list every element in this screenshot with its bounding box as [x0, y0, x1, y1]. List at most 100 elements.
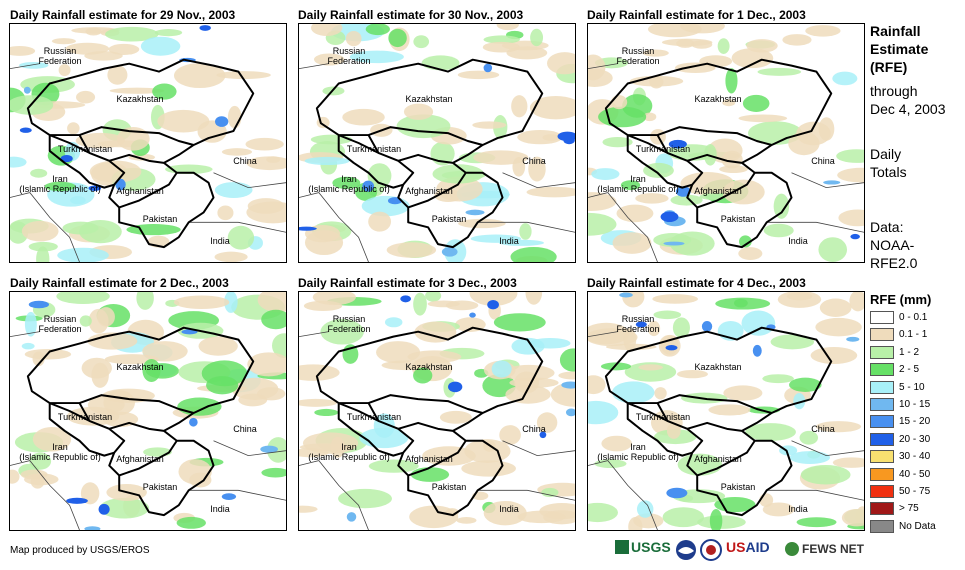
legend-label: 40 - 50: [899, 468, 931, 480]
heavy-rainfall-patch: [483, 63, 493, 73]
legend-label: 0.1 - 1: [899, 329, 928, 341]
rainfall-patch: [841, 508, 864, 527]
rainfall-patch: [810, 346, 858, 364]
rainfall-patch: [796, 121, 831, 146]
rainfall-patch: [511, 95, 528, 118]
rainfall-patch: [91, 362, 109, 388]
legend-item: 40 - 50: [870, 467, 965, 484]
rainfall-patch: [246, 201, 286, 224]
country-label-iran: Iran (Islamic Republic of): [597, 442, 679, 462]
panel-title-1: Daily Rainfall estimate for 29 Nov., 200…: [10, 8, 236, 22]
rainfall-patch: [746, 39, 778, 53]
rainfall-patch: [722, 99, 736, 107]
country-label-afghanistan: Afghanistan: [116, 186, 164, 196]
rainfall-patch: [528, 156, 546, 182]
rainfall-map-2: Russian Federation Kazakhstan Turkmenistan…: [298, 23, 576, 263]
rainfall-patch: [247, 352, 286, 377]
heavy-rainfall-patch: [299, 226, 317, 231]
rainfall-patch: [99, 497, 150, 519]
rainfall-patch: [44, 181, 76, 192]
legend-item: > 75: [870, 502, 965, 518]
rainfall-patch: [763, 223, 794, 238]
rainfall-patch: [796, 517, 837, 528]
rainfall-patch: [517, 130, 563, 145]
legend-label: 10 - 15: [899, 399, 931, 410]
rainfall-patch: [624, 362, 677, 382]
rainfall-patch: [469, 292, 518, 306]
rainfall-patch: [815, 421, 862, 433]
legend-label: 1 - 2: [899, 346, 920, 358]
heavy-rainfall-patch: [663, 241, 685, 246]
rainfall-patch: [29, 452, 52, 470]
rainfall-patch: [67, 122, 80, 135]
rainfall-patch: [525, 292, 543, 305]
rainfall-patch: [257, 292, 286, 313]
heavy-rainfall-patch: [19, 127, 32, 133]
heavy-rainfall-patch: [115, 178, 126, 191]
rainfall-map-1: Russian Federation Kazakhstan Turkmenistan…: [9, 23, 287, 263]
rainfall-patch: [84, 51, 123, 61]
legend-swatch: [870, 380, 894, 394]
panel-title-2: Daily Rainfall estimate for 30 Nov., 200…: [298, 8, 524, 22]
rainfall-patch: [238, 393, 268, 407]
rainfall-patch: [588, 68, 613, 87]
country-label-kazakhstan: Kazakhstan: [694, 362, 742, 372]
rainfall-patch: [676, 369, 708, 379]
legend-item: 5 - 10: [870, 380, 965, 397]
thin-border: [588, 63, 864, 262]
rainfall-patch: [128, 153, 156, 161]
country-label-india: India: [499, 504, 519, 514]
rainfall-patch: [30, 168, 48, 178]
rainfall-patch: [365, 24, 390, 36]
rainfall-patch: [770, 334, 815, 350]
sidebar-title: Rainfall Estimate (RFE): [870, 23, 929, 75]
heavy-rainfall-patch: [619, 292, 633, 298]
country-label-turkmenistan: Turkmenistan: [57, 412, 113, 422]
rainfall-patch: [559, 348, 575, 372]
rainfall-patch: [174, 63, 226, 89]
legend-swatch: [870, 432, 894, 446]
rainfall-patch: [653, 310, 682, 320]
rainfall-patch: [547, 52, 575, 75]
heavy-rainfall-patch: [660, 211, 679, 223]
rainfall-patch: [818, 237, 848, 262]
country-label-india: India: [788, 236, 808, 246]
legend-label: 0 - 0.1: [899, 312, 928, 323]
rainfall-patch: [403, 103, 434, 120]
country-label-afghanistan: Afghanistan: [405, 454, 453, 464]
rainfall-patch: [734, 298, 748, 308]
rainfall-patch: [413, 292, 427, 316]
rainfall-patch: [612, 232, 652, 254]
rainfall-patch: [58, 64, 71, 77]
rainfall-patch: [819, 298, 852, 317]
rainfall-patch: [367, 163, 392, 189]
rainfall-patch: [108, 43, 140, 55]
rainfall-patch: [680, 171, 735, 196]
legend-item: 0 - 0.1: [870, 311, 965, 327]
rainfall-patch: [600, 362, 632, 371]
panel-title-5: Daily Rainfall estimate for 3 Dec., 2003: [298, 276, 517, 290]
rainfall-patch: [97, 307, 115, 327]
rainfall-patch: [116, 127, 150, 151]
rainfall-patch: [36, 246, 50, 262]
rainfall-patch: [214, 251, 248, 262]
rainfall-patch: [601, 435, 632, 452]
rainfall-patch: [432, 164, 484, 184]
heavy-rainfall-patch: [565, 408, 575, 417]
map-canvas: [299, 292, 575, 530]
legend-title: RFE (mm): [870, 292, 932, 307]
rainfall-patch: [529, 95, 575, 120]
rainfall-patch: [800, 465, 851, 485]
rainfall-patch: [79, 315, 92, 327]
country-label-china: China: [522, 424, 546, 434]
heavy-rainfall-patch: [665, 345, 678, 351]
rainfall-patch: [414, 321, 457, 343]
rainfall-patch: [483, 35, 520, 44]
rainfall-patch: [670, 194, 703, 206]
rainfall-patch: [536, 412, 558, 433]
rainfall-patch: [224, 292, 238, 313]
rainfall-patch: [741, 310, 776, 336]
rainfall-patch: [543, 510, 575, 525]
rainfall-patch: [384, 317, 403, 328]
rainfall-patch: [227, 105, 242, 129]
